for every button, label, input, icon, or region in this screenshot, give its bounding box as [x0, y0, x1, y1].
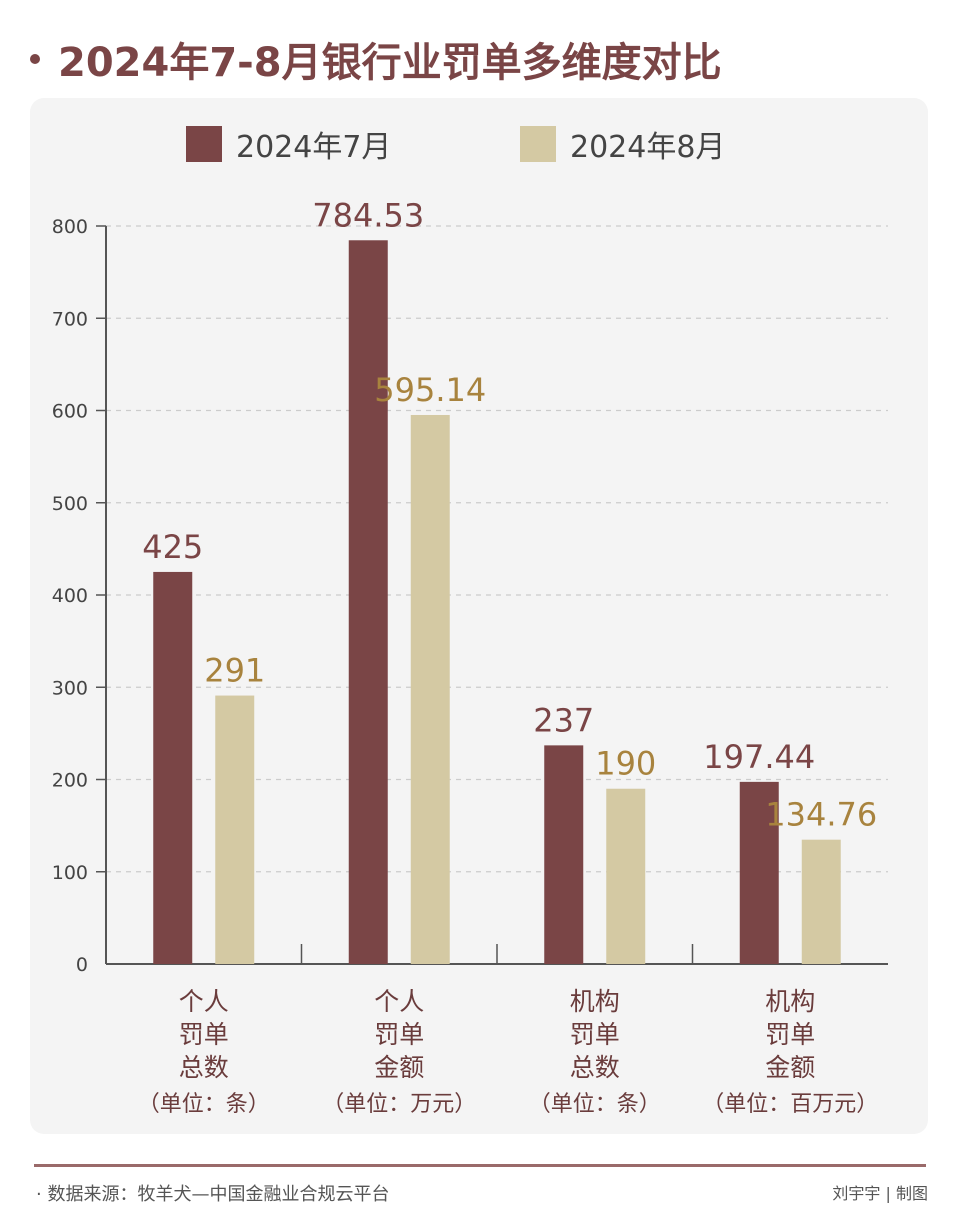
bar-august: [606, 788, 646, 964]
x-category-unit: （单位：百万元）: [702, 1092, 878, 1117]
y-tick-label: 800: [52, 216, 88, 238]
data-label: 595.14: [374, 371, 486, 409]
data-label: 197.44: [703, 738, 815, 776]
y-tick-label: 400: [52, 585, 88, 607]
x-category-label: 机构: [570, 987, 620, 1016]
page-title: 2024年7-8月银行业罚单多维度对比: [30, 30, 722, 88]
legend-item-july: 2024年7月: [186, 124, 392, 165]
data-label: 425: [142, 528, 203, 566]
bar-august: [215, 695, 255, 964]
x-category-unit: （单位：条）: [529, 1092, 661, 1117]
x-category-label: 罚单: [765, 1020, 815, 1049]
y-tick-label: 200: [52, 770, 88, 792]
x-category-unit: （单位：条）: [138, 1092, 270, 1117]
bar-august: [801, 839, 841, 964]
legend-swatch-july: [186, 126, 222, 162]
bar-july: [739, 781, 779, 964]
legend-swatch-august: [520, 126, 556, 162]
x-category-label: 个人: [374, 987, 424, 1016]
bar-july: [544, 745, 584, 964]
bar-august: [410, 414, 450, 964]
y-tick-label: 600: [52, 401, 88, 423]
y-tick-label: 300: [52, 677, 88, 699]
y-tick-label: 100: [52, 862, 88, 884]
x-category-label: 个人: [179, 987, 229, 1016]
data-label: 237: [533, 701, 594, 739]
x-category-label: 金额: [765, 1053, 815, 1082]
y-tick-label: 500: [52, 493, 88, 515]
y-tick-label: 0: [76, 954, 88, 976]
x-category-label: 总数: [179, 1053, 229, 1082]
footer-divider: [34, 1164, 926, 1167]
data-label: 134.76: [765, 796, 877, 834]
data-label: 784.53: [312, 196, 424, 234]
legend-label-july: 2024年7月: [236, 130, 392, 165]
x-category-label: 罚单: [570, 1020, 620, 1049]
x-category-label: 总数: [570, 1053, 620, 1082]
data-label: 190: [595, 745, 656, 783]
data-source: · 数据来源：牧羊犬—中国金融业合规云平台: [36, 1184, 390, 1205]
chart-credit: 刘宇宇 | 制图: [832, 1184, 928, 1203]
bar-july: [348, 240, 388, 965]
legend-label-august: 2024年8月: [570, 130, 726, 165]
x-category-label: 罚单: [179, 1020, 229, 1049]
title-text: 2024年7-8月银行业罚单多维度对比: [58, 40, 722, 86]
x-category-label: 机构: [765, 987, 815, 1016]
x-category-label: 金额: [374, 1053, 424, 1082]
x-category-unit: （单位：万元）: [322, 1092, 476, 1117]
data-label: 291: [204, 652, 265, 690]
legend-item-august: 2024年8月: [520, 124, 726, 165]
bar-july: [153, 571, 193, 964]
x-category-label: 罚单: [374, 1020, 424, 1049]
title-bullet-icon: [30, 54, 40, 64]
y-tick-label: 700: [52, 308, 88, 330]
